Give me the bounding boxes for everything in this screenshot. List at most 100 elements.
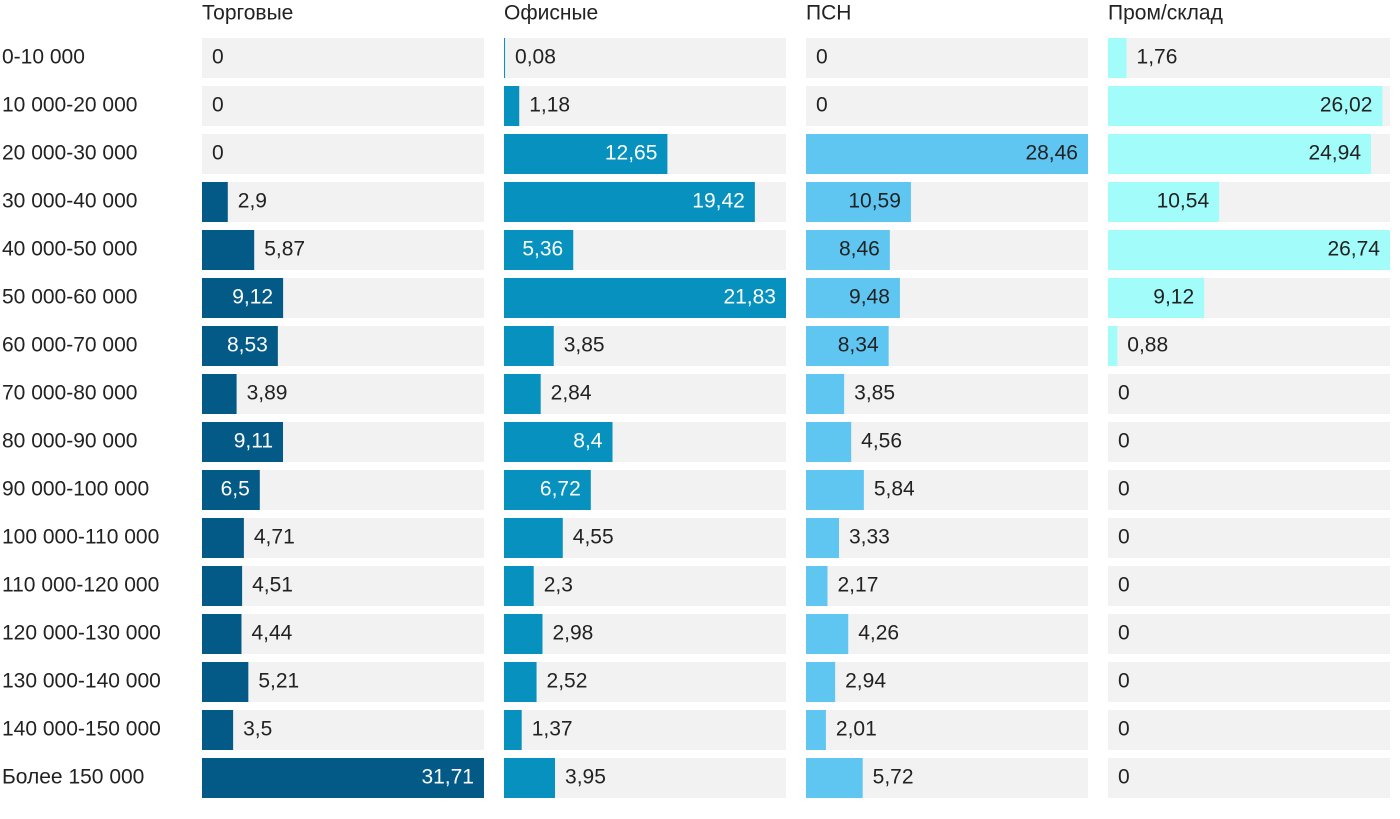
bar-background <box>1108 422 1390 462</box>
value-label: 2,9 <box>238 190 267 213</box>
value-label: 19,42 <box>692 190 745 213</box>
value-label: 2,52 <box>547 670 588 693</box>
bar-background <box>1108 38 1390 78</box>
value-label: 2,84 <box>551 382 592 405</box>
value-label: 6,72 <box>540 478 581 501</box>
value-label: 0 <box>816 94 828 117</box>
bar <box>504 662 537 702</box>
value-label: 0 <box>1118 478 1130 501</box>
bar-background <box>1108 566 1390 606</box>
bar <box>1108 134 1372 174</box>
value-label: 3,89 <box>247 382 288 405</box>
panel-title: Торговые <box>202 2 293 25</box>
bar <box>806 182 911 222</box>
value-label: 8,46 <box>839 238 880 261</box>
value-label: 9,12 <box>1153 286 1194 309</box>
bar-background <box>202 134 484 174</box>
value-label: 5,36 <box>522 238 563 261</box>
category-label: 130 000-140 000 <box>2 670 161 693</box>
category-label: 60 000-70 000 <box>2 334 137 357</box>
bar-background <box>504 374 786 414</box>
bar-background <box>806 614 1088 654</box>
bar <box>202 710 234 750</box>
category-label: 20 000-30 000 <box>2 142 137 165</box>
bar-background <box>202 566 484 606</box>
bar <box>504 278 786 318</box>
bar-background <box>806 662 1088 702</box>
value-label: 4,26 <box>858 622 899 645</box>
bar <box>504 182 755 222</box>
value-label: 26,74 <box>1327 238 1380 261</box>
bar-background <box>806 374 1088 414</box>
bar-background <box>504 86 786 126</box>
bar-background <box>202 38 484 78</box>
category-label: 30 000-40 000 <box>2 190 137 213</box>
value-label: 2,98 <box>552 622 593 645</box>
category-label: 50 000-60 000 <box>2 286 137 309</box>
bar <box>202 182 228 222</box>
bar-background <box>504 38 786 78</box>
value-label: 0 <box>212 46 224 69</box>
value-label: 3,95 <box>565 766 606 789</box>
bar <box>504 230 574 270</box>
bar <box>806 326 889 366</box>
value-label: 9,11 <box>234 430 273 453</box>
bar-background <box>1108 518 1390 558</box>
bar <box>202 278 284 318</box>
value-label: 0 <box>1118 670 1130 693</box>
panel-title: Офисные <box>504 2 598 25</box>
category-label: 80 000-90 000 <box>2 430 137 453</box>
bar <box>806 134 1088 174</box>
value-label: 12,65 <box>605 142 658 165</box>
bar <box>202 566 243 606</box>
category-label: Более 150 000 <box>2 766 144 789</box>
value-label: 26,02 <box>1320 94 1373 117</box>
category-label: 90 000-100 000 <box>2 478 149 501</box>
bar <box>1108 230 1390 270</box>
panel-title: ПСН <box>806 2 851 25</box>
bar-background <box>1108 758 1390 798</box>
value-label: 6,5 <box>221 478 250 501</box>
panel-title: Пром/склад <box>1108 2 1223 25</box>
value-label: 4,56 <box>861 430 902 453</box>
bar-background <box>1108 326 1390 366</box>
value-label: 9,48 <box>849 286 890 309</box>
value-label: 3,5 <box>243 718 272 741</box>
bar-background <box>504 566 786 606</box>
bar <box>504 518 563 558</box>
value-label: 4,55 <box>573 526 614 549</box>
bar <box>806 230 890 270</box>
bar <box>504 422 613 462</box>
value-label: 3,33 <box>849 526 890 549</box>
bar <box>806 566 828 606</box>
bar-background <box>806 710 1088 750</box>
bar <box>202 374 237 414</box>
bar <box>806 662 836 702</box>
bar <box>1108 86 1383 126</box>
bar <box>504 86 520 126</box>
value-label: 0 <box>1118 718 1130 741</box>
bar-background <box>806 518 1088 558</box>
value-label: 8,4 <box>573 430 603 453</box>
category-label: 40 000-50 000 <box>2 238 137 261</box>
bar-background <box>1108 614 1390 654</box>
value-label: 2,17 <box>838 574 879 597</box>
value-label: 0 <box>212 142 224 165</box>
bar <box>504 326 554 366</box>
value-label: 5,87 <box>264 238 305 261</box>
value-label: 24,94 <box>1308 142 1361 165</box>
bar-background <box>1108 710 1390 750</box>
bar <box>1108 278 1205 318</box>
bar <box>1108 182 1220 222</box>
bar <box>202 662 249 702</box>
value-label: 0,88 <box>1127 334 1168 357</box>
value-label: 2,01 <box>836 718 877 741</box>
bar <box>202 518 244 558</box>
value-label: 4,71 <box>254 526 295 549</box>
bar-background <box>202 374 484 414</box>
bar-background <box>202 518 484 558</box>
value-label: 10,54 <box>1157 190 1210 213</box>
category-label: 110 000-120 000 <box>2 574 159 597</box>
bar-background <box>202 614 484 654</box>
bar <box>202 758 484 798</box>
